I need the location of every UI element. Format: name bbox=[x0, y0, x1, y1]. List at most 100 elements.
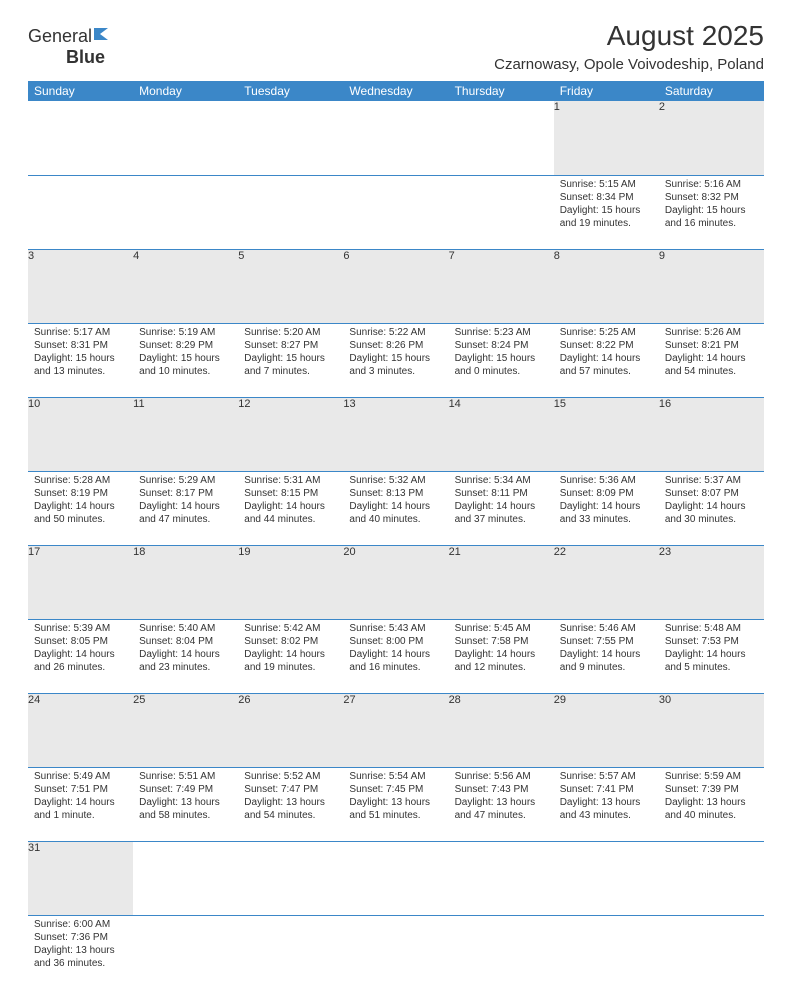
day-info: Sunrise: 5:51 AMSunset: 7:49 PMDaylight:… bbox=[133, 768, 238, 825]
day-info: Sunrise: 5:43 AMSunset: 8:00 PMDaylight:… bbox=[343, 620, 448, 677]
logo-part1: General bbox=[28, 26, 92, 46]
daynum-cell: 3 bbox=[28, 249, 133, 323]
daynum-cell: 7 bbox=[449, 249, 554, 323]
day-cell: Sunrise: 5:45 AMSunset: 7:58 PMDaylight:… bbox=[449, 619, 554, 693]
daylight: Daylight: 14 hours and 9 minutes. bbox=[560, 648, 653, 674]
week-1-daynums: 3456789 bbox=[28, 249, 764, 323]
sunrise: Sunrise: 5:36 AM bbox=[560, 474, 653, 487]
daylight: Daylight: 14 hours and 40 minutes. bbox=[349, 500, 442, 526]
daylight: Daylight: 13 hours and 51 minutes. bbox=[349, 796, 442, 822]
sunset: Sunset: 8:11 PM bbox=[455, 487, 548, 500]
calendar-body: 12Sunrise: 5:15 AMSunset: 8:34 PMDayligh… bbox=[28, 101, 764, 989]
sunrise: Sunrise: 5:17 AM bbox=[34, 326, 127, 339]
calendar-table: Sunday Monday Tuesday Wednesday Thursday… bbox=[28, 81, 764, 989]
daynum-cell: 22 bbox=[554, 545, 659, 619]
sunrise: Sunrise: 5:31 AM bbox=[244, 474, 337, 487]
day-cell: Sunrise: 5:22 AMSunset: 8:26 PMDaylight:… bbox=[343, 323, 448, 397]
daylight: Daylight: 14 hours and 54 minutes. bbox=[665, 352, 758, 378]
daynum-cell bbox=[133, 841, 238, 915]
daylight: Daylight: 14 hours and 26 minutes. bbox=[34, 648, 127, 674]
daylight: Daylight: 13 hours and 40 minutes. bbox=[665, 796, 758, 822]
daylight: Daylight: 14 hours and 5 minutes. bbox=[665, 648, 758, 674]
sunset: Sunset: 7:36 PM bbox=[34, 931, 127, 944]
sunrise: Sunrise: 5:20 AM bbox=[244, 326, 337, 339]
daynum-cell: 26 bbox=[238, 693, 343, 767]
logo: General Blue bbox=[28, 20, 116, 68]
sunset: Sunset: 8:15 PM bbox=[244, 487, 337, 500]
sunset: Sunset: 7:41 PM bbox=[560, 783, 653, 796]
day-cell: Sunrise: 5:28 AMSunset: 8:19 PMDaylight:… bbox=[28, 471, 133, 545]
dayname-sun: Sunday bbox=[28, 81, 133, 101]
daynum-cell: 23 bbox=[659, 545, 764, 619]
sunrise: Sunrise: 6:00 AM bbox=[34, 918, 127, 931]
daynum-cell bbox=[133, 101, 238, 175]
sunrise: Sunrise: 5:56 AM bbox=[455, 770, 548, 783]
day-info: Sunrise: 5:34 AMSunset: 8:11 PMDaylight:… bbox=[449, 472, 554, 529]
daynum-cell: 5 bbox=[238, 249, 343, 323]
daylight: Daylight: 14 hours and 37 minutes. bbox=[455, 500, 548, 526]
daynum-cell: 30 bbox=[659, 693, 764, 767]
day-info: Sunrise: 5:56 AMSunset: 7:43 PMDaylight:… bbox=[449, 768, 554, 825]
day-info: Sunrise: 5:15 AMSunset: 8:34 PMDaylight:… bbox=[554, 176, 659, 233]
daylight: Daylight: 15 hours and 7 minutes. bbox=[244, 352, 337, 378]
sunrise: Sunrise: 5:40 AM bbox=[139, 622, 232, 635]
sunrise: Sunrise: 5:52 AM bbox=[244, 770, 337, 783]
week-5-body: Sunrise: 6:00 AMSunset: 7:36 PMDaylight:… bbox=[28, 915, 764, 989]
week-0-body: Sunrise: 5:15 AMSunset: 8:34 PMDaylight:… bbox=[28, 175, 764, 249]
day-info: Sunrise: 5:36 AMSunset: 8:09 PMDaylight:… bbox=[554, 472, 659, 529]
day-info: Sunrise: 5:45 AMSunset: 7:58 PMDaylight:… bbox=[449, 620, 554, 677]
daylight: Daylight: 14 hours and 12 minutes. bbox=[455, 648, 548, 674]
daynum-cell: 31 bbox=[28, 841, 133, 915]
day-cell bbox=[343, 175, 448, 249]
sunrise: Sunrise: 5:49 AM bbox=[34, 770, 127, 783]
daynum-cell bbox=[238, 841, 343, 915]
week-2-daynums: 10111213141516 bbox=[28, 397, 764, 471]
daynum-cell bbox=[449, 101, 554, 175]
daynum-cell bbox=[28, 101, 133, 175]
sunset: Sunset: 8:09 PM bbox=[560, 487, 653, 500]
week-4-daynums: 24252627282930 bbox=[28, 693, 764, 767]
daynum-cell: 19 bbox=[238, 545, 343, 619]
daylight: Daylight: 14 hours and 23 minutes. bbox=[139, 648, 232, 674]
day-cell: Sunrise: 5:39 AMSunset: 8:05 PMDaylight:… bbox=[28, 619, 133, 693]
day-cell: Sunrise: 6:00 AMSunset: 7:36 PMDaylight:… bbox=[28, 915, 133, 989]
day-cell: Sunrise: 5:46 AMSunset: 7:55 PMDaylight:… bbox=[554, 619, 659, 693]
sunrise: Sunrise: 5:22 AM bbox=[349, 326, 442, 339]
sunrise: Sunrise: 5:57 AM bbox=[560, 770, 653, 783]
day-info: Sunrise: 5:17 AMSunset: 8:31 PMDaylight:… bbox=[28, 324, 133, 381]
daylight: Daylight: 14 hours and 30 minutes. bbox=[665, 500, 758, 526]
day-cell: Sunrise: 5:34 AMSunset: 8:11 PMDaylight:… bbox=[449, 471, 554, 545]
sunrise: Sunrise: 5:28 AM bbox=[34, 474, 127, 487]
day-info: Sunrise: 5:26 AMSunset: 8:21 PMDaylight:… bbox=[659, 324, 764, 381]
sunset: Sunset: 8:29 PM bbox=[139, 339, 232, 352]
sunrise: Sunrise: 5:37 AM bbox=[665, 474, 758, 487]
week-4-body: Sunrise: 5:49 AMSunset: 7:51 PMDaylight:… bbox=[28, 767, 764, 841]
day-cell: Sunrise: 5:59 AMSunset: 7:39 PMDaylight:… bbox=[659, 767, 764, 841]
sunset: Sunset: 8:32 PM bbox=[665, 191, 758, 204]
daynum-cell: 24 bbox=[28, 693, 133, 767]
week-3-body: Sunrise: 5:39 AMSunset: 8:05 PMDaylight:… bbox=[28, 619, 764, 693]
daynum-cell: 4 bbox=[133, 249, 238, 323]
sunset: Sunset: 8:34 PM bbox=[560, 191, 653, 204]
week-0-daynums: 12 bbox=[28, 101, 764, 175]
sunrise: Sunrise: 5:46 AM bbox=[560, 622, 653, 635]
sunset: Sunset: 7:53 PM bbox=[665, 635, 758, 648]
day-info: Sunrise: 5:19 AMSunset: 8:29 PMDaylight:… bbox=[133, 324, 238, 381]
daynum-cell: 21 bbox=[449, 545, 554, 619]
day-info: Sunrise: 5:22 AMSunset: 8:26 PMDaylight:… bbox=[343, 324, 448, 381]
sunset: Sunset: 7:39 PM bbox=[665, 783, 758, 796]
day-info: Sunrise: 5:42 AMSunset: 8:02 PMDaylight:… bbox=[238, 620, 343, 677]
day-cell: Sunrise: 5:40 AMSunset: 8:04 PMDaylight:… bbox=[133, 619, 238, 693]
daynum-cell bbox=[238, 101, 343, 175]
daylight: Daylight: 14 hours and 33 minutes. bbox=[560, 500, 653, 526]
sunrise: Sunrise: 5:29 AM bbox=[139, 474, 232, 487]
day-cell: Sunrise: 5:16 AMSunset: 8:32 PMDaylight:… bbox=[659, 175, 764, 249]
day-info: Sunrise: 5:29 AMSunset: 8:17 PMDaylight:… bbox=[133, 472, 238, 529]
dayname-fri: Friday bbox=[554, 81, 659, 101]
sunset: Sunset: 8:19 PM bbox=[34, 487, 127, 500]
day-info: Sunrise: 5:54 AMSunset: 7:45 PMDaylight:… bbox=[343, 768, 448, 825]
sunrise: Sunrise: 5:42 AM bbox=[244, 622, 337, 635]
daylight: Daylight: 13 hours and 54 minutes. bbox=[244, 796, 337, 822]
sunset: Sunset: 8:05 PM bbox=[34, 635, 127, 648]
sunrise: Sunrise: 5:15 AM bbox=[560, 178, 653, 191]
